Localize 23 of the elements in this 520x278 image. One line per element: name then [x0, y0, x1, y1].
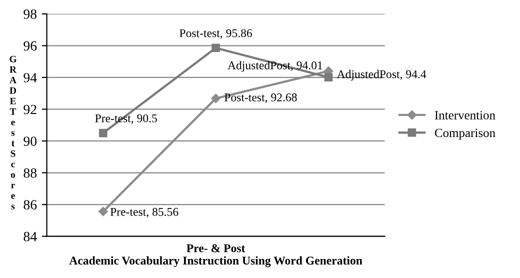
data-label: AdjustedPost, 94.4: [336, 70, 426, 81]
y-tick-label: 98: [24, 9, 37, 19]
legend-label: Intervention: [434, 111, 496, 120]
legend-label: Comparison: [434, 128, 496, 140]
y-tick-label: 90: [24, 136, 37, 146]
y-tick-label: 92: [24, 104, 36, 114]
y-tick-label: 94: [24, 73, 37, 82]
data-label: Pre-test, 90.5: [95, 114, 157, 124]
point: [324, 73, 333, 82]
point: [98, 128, 108, 138]
point: [211, 94, 220, 104]
text: GRADE Test Scores: [10, 56, 17, 210]
data-label: AdjustedPost, 94.01: [228, 61, 322, 72]
y-tick-label: 88: [24, 168, 37, 178]
y-tick-label: 86: [24, 200, 37, 210]
data-label: Pre-test, 85.56: [110, 208, 178, 218]
x-axis-title: Pre- & Post Academic Vocabulary Instruction Using Word Generation: [69, 244, 362, 268]
data-label: Post-test, 95.86: [180, 29, 252, 39]
y-tick-label: 96: [24, 41, 37, 51]
y-tick-label: 84: [24, 232, 37, 242]
point: [98, 206, 108, 216]
point: [212, 44, 220, 52]
data-label: Post-test, 92.68: [224, 93, 297, 104]
